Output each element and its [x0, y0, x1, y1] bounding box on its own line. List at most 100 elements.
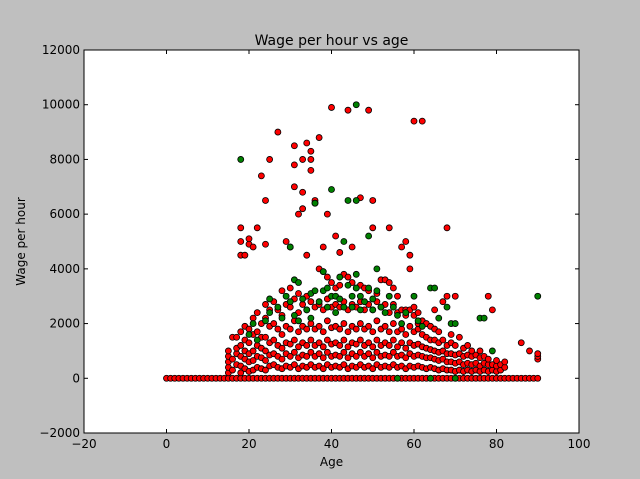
data-point-s0-234	[315, 339, 323, 347]
data-point-s0-295	[352, 352, 360, 360]
points-layer	[163, 101, 542, 382]
data-point-s1-63	[431, 284, 439, 292]
data-point-s0-296	[352, 340, 360, 348]
data-point-s0-346	[385, 352, 393, 360]
data-point-s0-348	[385, 328, 393, 336]
data-point-s0-251	[323, 210, 331, 218]
data-point-s0-242	[319, 328, 327, 336]
data-point-s0-303	[356, 320, 364, 327]
data-point-s0-460	[468, 347, 476, 355]
data-point-s0-376	[402, 238, 410, 245]
data-point-s0-395	[414, 309, 422, 317]
data-point-s0-301	[356, 348, 364, 356]
data-point-s1-33	[340, 238, 348, 245]
data-point-s0-90	[534, 374, 542, 382]
data-point-s1-7	[274, 303, 282, 311]
data-point-s1-58	[402, 309, 410, 317]
data-point-s0-211	[303, 342, 311, 349]
data-point-s0-239	[319, 365, 327, 373]
data-point-s0-218	[307, 348, 315, 356]
data-point-s1-45	[361, 298, 368, 306]
data-point-s0-390	[410, 303, 418, 311]
data-point-s0-274	[340, 361, 348, 369]
x-tick-label: 0	[163, 437, 171, 451]
data-point-s0-272	[336, 281, 344, 289]
data-point-s1-71	[534, 292, 542, 300]
data-point-s0-244	[319, 243, 327, 251]
data-point-s0-321	[369, 354, 377, 362]
y-axis-label: Wage per hour	[14, 197, 28, 286]
data-point-s1-5	[266, 295, 274, 303]
data-point-s1-1	[245, 331, 253, 338]
data-point-s0-149	[262, 240, 269, 248]
data-point-s0-480	[493, 357, 500, 364]
y-tick-label: 12000	[42, 43, 80, 57]
data-point-s0-276	[340, 336, 348, 344]
data-point-s1-0	[237, 156, 245, 163]
data-point-s0-103	[237, 369, 245, 377]
data-point-s0-373	[402, 331, 410, 338]
data-point-s0-208	[299, 156, 307, 163]
data-point-s1-51	[373, 287, 381, 295]
data-point-s0-444	[451, 292, 459, 300]
x-tick-label: 100	[568, 437, 591, 451]
data-point-s1-43	[356, 292, 364, 300]
data-point-s1-31	[336, 273, 344, 281]
data-point-s0-135	[253, 224, 261, 232]
x-tick-label: 80	[489, 437, 504, 451]
data-point-s1-41	[352, 270, 360, 278]
data-point-s0-159	[270, 320, 278, 327]
data-point-s0-144	[262, 347, 269, 355]
data-point-s0-258	[328, 104, 335, 111]
data-point-s1-22	[315, 298, 323, 306]
data-point-s0-474	[484, 292, 492, 300]
data-point-s1-56	[394, 311, 401, 319]
y-tick-label: 10000	[42, 98, 80, 112]
data-point-s1-4	[262, 317, 269, 325]
data-point-s0-383	[406, 265, 414, 273]
data-point-s0-145	[262, 333, 269, 341]
data-point-s0-252	[323, 273, 331, 281]
data-point-s0-314	[365, 350, 373, 358]
ticks-layer: −20 0 20 40 60 80 100 −2000 0 2000 4000 6000 8000 100…	[39, 43, 590, 451]
data-point-s0-351	[385, 279, 393, 286]
data-point-s0-371	[402, 354, 410, 362]
data-point-s0-347	[385, 342, 393, 349]
data-point-s1-32	[336, 295, 344, 303]
data-point-s0-134	[253, 309, 261, 317]
data-point-s0-330	[373, 317, 381, 325]
data-point-s1-52	[377, 303, 385, 311]
x-tick-label: −20	[71, 437, 96, 451]
data-point-s0-95	[224, 347, 232, 355]
x-tick-label: 40	[324, 437, 339, 451]
data-point-s0-286	[344, 273, 352, 281]
data-point-s0-107	[237, 328, 245, 336]
data-point-s0-363	[394, 292, 401, 300]
data-point-s0-241	[319, 343, 327, 351]
data-point-s1-21	[311, 287, 319, 295]
data-point-s1-55	[389, 303, 397, 311]
data-point-s0-148	[262, 197, 269, 204]
data-point-s0-116	[241, 251, 249, 259]
data-point-s0-199	[295, 290, 302, 297]
data-point-s0-326	[369, 197, 377, 204]
data-point-s1-40	[352, 197, 360, 204]
data-point-s0-259	[328, 279, 335, 286]
data-point-s0-237	[315, 134, 323, 141]
data-point-s0-126	[249, 347, 257, 355]
data-point-s1-44	[356, 306, 364, 314]
data-point-s0-224	[307, 166, 315, 174]
data-point-s1-67	[451, 320, 459, 327]
data-point-s1-39	[352, 101, 360, 109]
data-point-s0-265	[332, 232, 340, 240]
data-point-s0-191	[290, 161, 298, 169]
data-point-s0-484	[501, 358, 509, 366]
data-point-s0-129	[249, 243, 257, 251]
data-point-s0-97	[229, 355, 236, 363]
data-point-s0-423	[435, 328, 443, 336]
data-point-s0-477	[488, 306, 496, 314]
data-point-s1-16	[299, 295, 307, 303]
data-point-s0-168	[278, 355, 286, 363]
data-point-s0-142	[262, 366, 269, 374]
